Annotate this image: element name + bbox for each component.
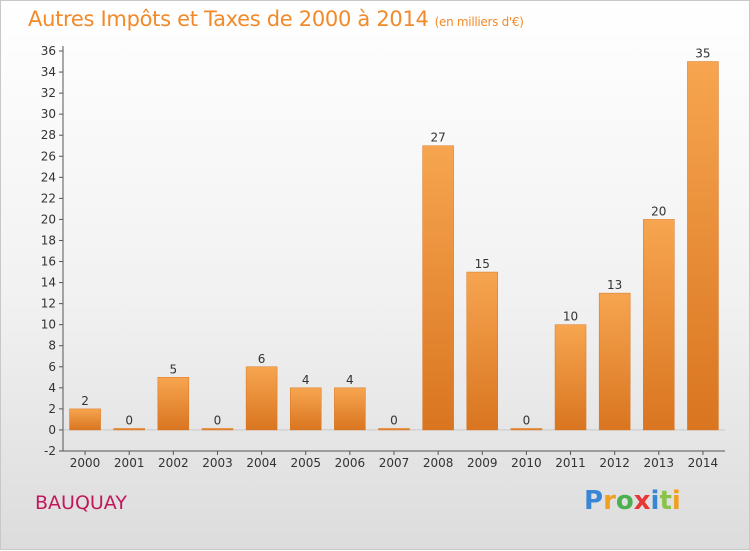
bar-2007 xyxy=(378,428,410,431)
proxiti-logo: Proxiti xyxy=(584,486,681,516)
logo-letter: i xyxy=(650,486,660,516)
bar-value-label: 0 xyxy=(390,413,398,427)
bar-value-label: 5 xyxy=(170,362,178,376)
y-tick-label: 32 xyxy=(41,86,56,100)
y-tick-label: 34 xyxy=(41,65,56,79)
bar-2013 xyxy=(643,219,675,431)
logo-letter: P xyxy=(584,486,604,516)
bar-value-label: 10 xyxy=(563,310,578,324)
chart-title: Autres Impôts et Taxes de 2000 à 2014 (en… xyxy=(28,7,524,31)
chart-title-text: Autres Impôts et Taxes de 2000 à 2014 xyxy=(28,7,429,31)
bar-value-label: 13 xyxy=(607,278,622,292)
x-tick-label: 2004 xyxy=(246,456,277,470)
bar-2010 xyxy=(510,428,543,431)
bar-value-label: 6 xyxy=(258,352,266,366)
y-tick-label: 4 xyxy=(48,381,56,395)
y-tick-label: 20 xyxy=(41,212,56,226)
y-tick-label: 10 xyxy=(41,318,56,332)
bar-2001 xyxy=(113,428,145,431)
y-tick-label: 18 xyxy=(41,233,56,247)
x-tick-label: 2014 xyxy=(688,456,719,470)
y-tick-label: 12 xyxy=(41,297,56,311)
y-tick-label: 28 xyxy=(41,128,56,142)
bar-value-label: 0 xyxy=(214,413,222,427)
y-tick-label: 24 xyxy=(41,170,56,184)
bar-value-label: 4 xyxy=(302,373,310,387)
logo-letter: i xyxy=(671,486,681,516)
bar-2000 xyxy=(69,408,101,431)
bar-value-label: 27 xyxy=(430,131,445,145)
bar-2002 xyxy=(157,377,190,431)
bar-2014 xyxy=(687,61,719,431)
bar-2004 xyxy=(245,366,278,431)
bar-2008 xyxy=(422,145,454,431)
x-tick-label: 2006 xyxy=(335,456,366,470)
bar-value-label: 4 xyxy=(346,373,354,387)
logo-letter: r xyxy=(603,486,616,516)
bar-value-label: 35 xyxy=(695,47,710,61)
x-tick-label: 2005 xyxy=(290,456,321,470)
logo-letter: o xyxy=(615,486,634,516)
y-tick-label: 16 xyxy=(41,255,56,269)
bar-value-label: 0 xyxy=(125,413,133,427)
y-tick-label: 30 xyxy=(41,107,56,121)
x-tick-label: 2011 xyxy=(555,456,586,470)
x-tick-label: 2000 xyxy=(70,456,101,470)
y-tick-label: 36 xyxy=(41,44,56,58)
y-tick-label: 22 xyxy=(41,191,56,205)
logo-letter: x xyxy=(633,486,651,516)
y-tick-label: 26 xyxy=(41,149,56,163)
chart-subtitle: (en milliers d'€) xyxy=(434,15,524,29)
bar-value-label: 2 xyxy=(81,394,89,408)
commune-name: BAUQUAY xyxy=(35,492,127,514)
x-tick-label: 2013 xyxy=(644,456,675,470)
bar-value-label: 15 xyxy=(475,257,490,271)
bar-2012 xyxy=(598,292,631,431)
x-tick-label: 2007 xyxy=(379,456,410,470)
bar-2006 xyxy=(334,387,366,431)
x-tick-label: 2003 xyxy=(202,456,233,470)
y-tick-label: 2 xyxy=(48,402,56,416)
bar-value-label: 20 xyxy=(651,204,666,218)
bar-2011 xyxy=(554,324,587,431)
bar-value-label: 0 xyxy=(523,413,531,427)
bar-2009 xyxy=(466,271,499,431)
logo-letter: t xyxy=(659,486,672,516)
y-tick-label: 8 xyxy=(48,339,56,353)
bar-2005 xyxy=(289,387,322,431)
y-tick-label: -2 xyxy=(44,444,56,458)
x-tick-label: 2008 xyxy=(423,456,454,470)
x-tick-label: 2002 xyxy=(158,456,189,470)
x-tick-label: 2010 xyxy=(511,456,542,470)
y-tick-label: 6 xyxy=(48,360,56,374)
x-tick-label: 2012 xyxy=(599,456,630,470)
y-tick-label: 14 xyxy=(41,276,56,290)
x-tick-label: 2009 xyxy=(467,456,498,470)
bar-2003 xyxy=(201,428,234,431)
x-tick-label: 2001 xyxy=(114,456,145,470)
y-tick-label: 0 xyxy=(48,423,56,437)
